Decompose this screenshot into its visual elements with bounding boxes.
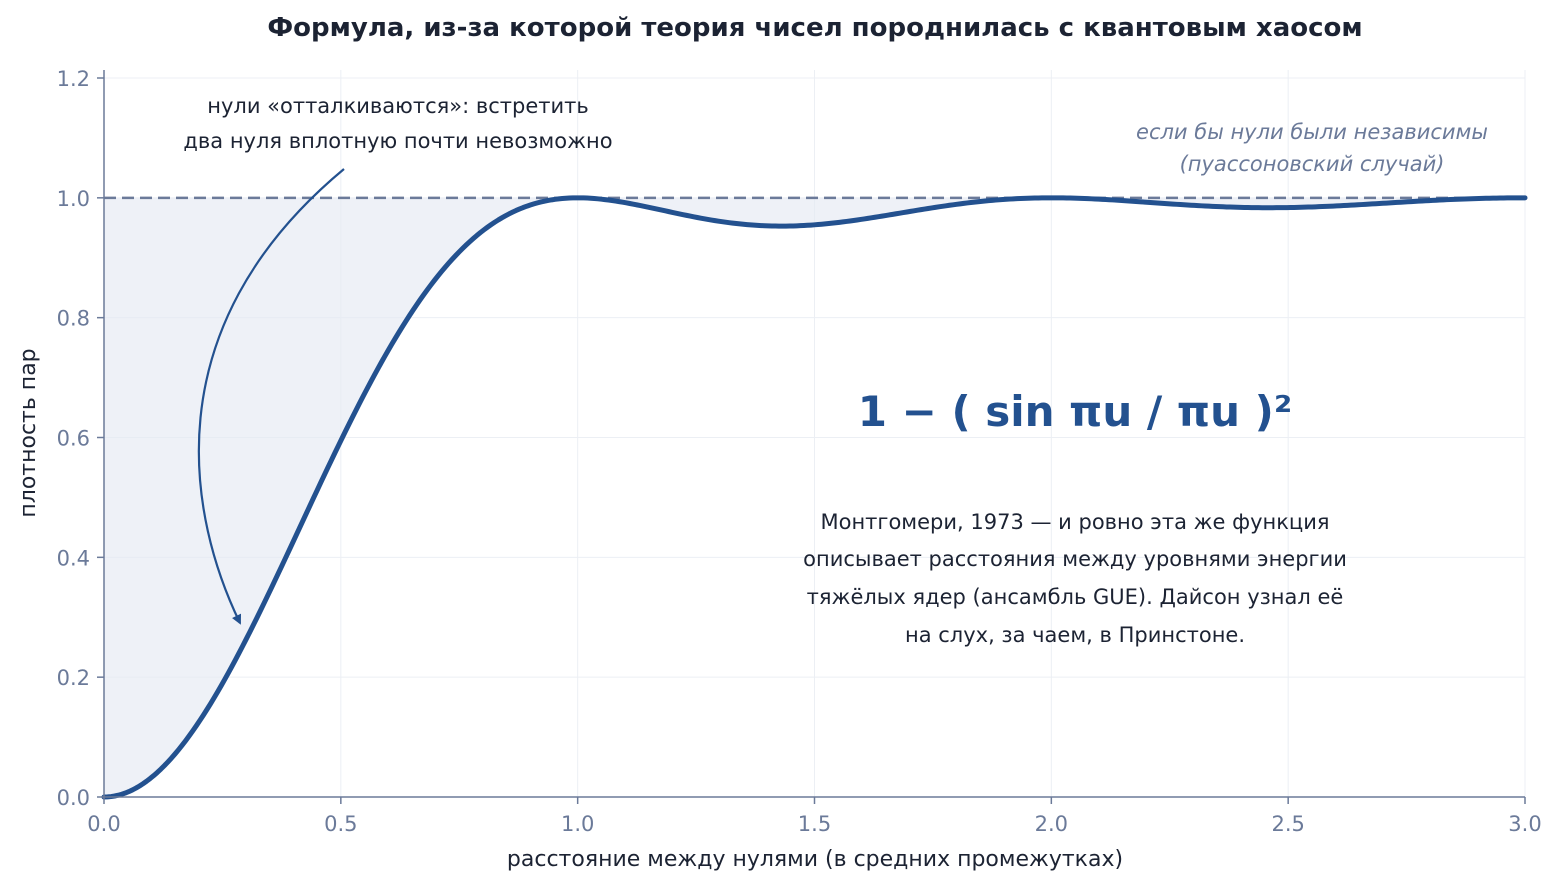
x-tick-label: 2.5: [1271, 812, 1304, 836]
repulsion-arrow: [197, 168, 345, 625]
y-tick-label: 1.0: [57, 187, 90, 211]
series-point: [1476, 196, 1480, 200]
repulsion-annotation-line-2: два нуля вплотную почти невозможно: [183, 129, 612, 153]
series-point: [528, 203, 532, 207]
y-tick-label: 0.0: [57, 786, 90, 810]
shaded-region: [104, 197, 1525, 797]
series-point: [907, 210, 911, 214]
series-point: [623, 201, 627, 205]
x-tick-labels: 0.0 0.5 1.0 1.5 2.0 2.5 3.0: [87, 797, 1542, 836]
series-point: [1144, 200, 1148, 204]
series-point: [481, 228, 485, 232]
x-tick-label: 0.5: [324, 812, 357, 836]
series-point: [434, 276, 438, 280]
series-point: [718, 219, 722, 223]
y-tick-labels: 0.0 0.2 0.4 0.6 0.8 1.0 1.2: [57, 67, 104, 810]
series-point: [1523, 196, 1527, 200]
x-axis-label: расстояние между нулями (в средних проме…: [507, 847, 1123, 872]
series-point: [1428, 199, 1432, 203]
series-point: [955, 202, 959, 206]
series-point: [149, 776, 153, 780]
repulsion-annotation-line-1: нули «отталкиваются»: встретить: [207, 94, 589, 118]
series-point: [860, 217, 864, 221]
note-line-2: описывает расстояния между уровнями энер…: [803, 547, 1347, 571]
x-tick-label: 0.0: [87, 812, 120, 836]
series-point: [576, 196, 580, 200]
poisson-annotation-line-1: если бы нули были независимы: [1136, 120, 1488, 144]
series-point: [1286, 205, 1290, 209]
x-tick-label: 1.0: [561, 812, 594, 836]
series-point: [1191, 203, 1195, 207]
series-point: [1334, 204, 1338, 208]
series-point: [813, 223, 817, 227]
series-point: [765, 223, 769, 227]
formula-label: 1 − ( sin πu / πu )²: [858, 387, 1292, 436]
x-tick-label: 3.0: [1508, 812, 1541, 836]
chart-title: Формула, из-за которой теория чисел поро…: [267, 13, 1362, 43]
series-point: [291, 545, 295, 549]
series-point: [1002, 198, 1006, 202]
y-tick-label: 0.6: [57, 427, 90, 451]
series-point: [1097, 197, 1101, 201]
series-point: [197, 721, 201, 725]
series-point: [244, 640, 248, 644]
x-tick-label: 1.5: [798, 812, 831, 836]
y-tick-label: 0.2: [57, 666, 90, 690]
series-point: [386, 347, 390, 351]
y-tick-label: 0.8: [57, 307, 90, 331]
series-point: [1049, 196, 1053, 200]
y-axis-label: плотность пар: [16, 348, 41, 517]
series-point: [1239, 205, 1243, 209]
poisson-annotation-line-2: (пуассоновский случай): [1180, 152, 1445, 176]
series-point: [339, 438, 343, 442]
note-line-4: на слух, за чаем, в Принстоне.: [905, 623, 1245, 647]
series-point: [670, 211, 674, 215]
x-tick-label: 2.0: [1035, 812, 1068, 836]
y-tick-label: 0.4: [57, 546, 90, 570]
note-line-3: тяжёлых ядер (ансамбль GUE). Дайсон узна…: [807, 585, 1344, 609]
series-point: [1381, 201, 1385, 205]
y-tick-label: 1.2: [57, 67, 90, 91]
series-line: [101, 195, 1528, 800]
note-line-1: Монтгомери, 1973 — и ровно эта же функци…: [820, 510, 1329, 534]
